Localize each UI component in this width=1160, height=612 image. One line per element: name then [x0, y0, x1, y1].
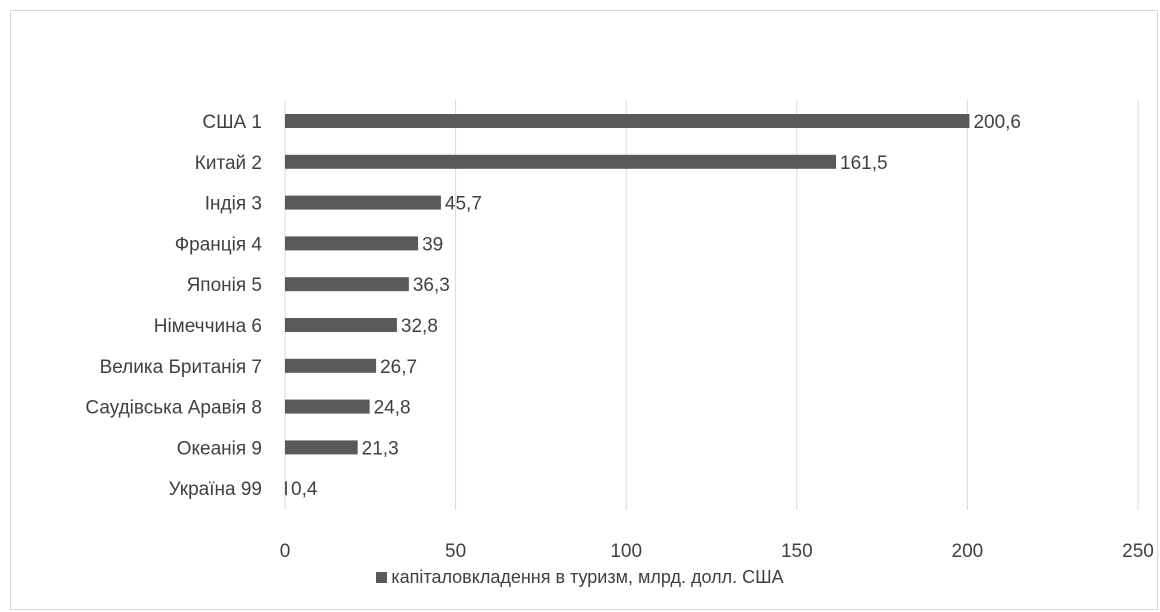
bar-8 — [285, 399, 370, 414]
bar-5 — [285, 277, 409, 292]
bar-1 — [285, 114, 970, 128]
chart-area — [10, 10, 1158, 610]
x-tick-label-200: 200 — [952, 541, 984, 562]
data-label-2: 161,5 — [840, 153, 888, 174]
category-label-5: Японія 5 — [187, 275, 262, 296]
category-label-4: Франція 4 — [175, 234, 263, 255]
category-label-8: Саудівська Аравія 8 — [85, 398, 262, 419]
data-label-9: 21,3 — [362, 438, 399, 459]
x-tick-label-250: 250 — [1122, 541, 1154, 562]
data-label-3: 45,7 — [445, 194, 482, 215]
data-label-7: 26,7 — [380, 357, 417, 378]
bars — [285, 114, 970, 496]
category-label-2: Китай 2 — [195, 153, 262, 174]
x-tick-label-50: 50 — [445, 541, 466, 562]
bar-4 — [285, 236, 419, 251]
x-tick-label-100: 100 — [610, 541, 642, 562]
bar-9 — [285, 440, 358, 455]
bar-2 — [285, 154, 837, 169]
category-label-6: Німеччина 6 — [154, 316, 262, 337]
category-label-9: Океанія 9 — [177, 438, 262, 459]
x-axis-tick-labels: 0 50 100 150 200 250 — [280, 541, 1154, 562]
category-labels: США 1 Китай 2 Індія 3 Франція 4 Японія 5 Німе… — [85, 112, 262, 500]
data-label-8: 24,8 — [374, 398, 411, 419]
category-label-1: США 1 — [202, 112, 262, 133]
legend-swatch — [376, 571, 388, 583]
data-label-1: 200,6 — [973, 112, 1021, 133]
x-tick-label-150: 150 — [781, 541, 813, 562]
bar-7 — [285, 358, 377, 373]
data-label-5: 36,3 — [413, 275, 450, 296]
bar-3 — [285, 195, 441, 210]
data-label-4: 39 — [422, 234, 443, 255]
bar-10 — [285, 481, 287, 496]
bar-6 — [285, 318, 397, 332]
x-tick-label-0: 0 — [280, 541, 291, 562]
category-label-3: Індія 3 — [205, 194, 262, 215]
category-label-7: Велика Британія 7 — [100, 357, 262, 378]
legend-label: капіталовкладення в туризм, млрд. долл. … — [391, 566, 784, 587]
data-label-10: 0,4 — [291, 479, 318, 500]
legend: капіталовкладення в туризм, млрд. долл. … — [0, 566, 1160, 588]
category-label-10: Україна 99 — [169, 479, 262, 500]
data-label-6: 32,8 — [401, 316, 438, 337]
data-labels: 200,6 161,5 45,739 36,3 32,8 26,7 24,8 21,3 0,4 — [291, 112, 1021, 500]
